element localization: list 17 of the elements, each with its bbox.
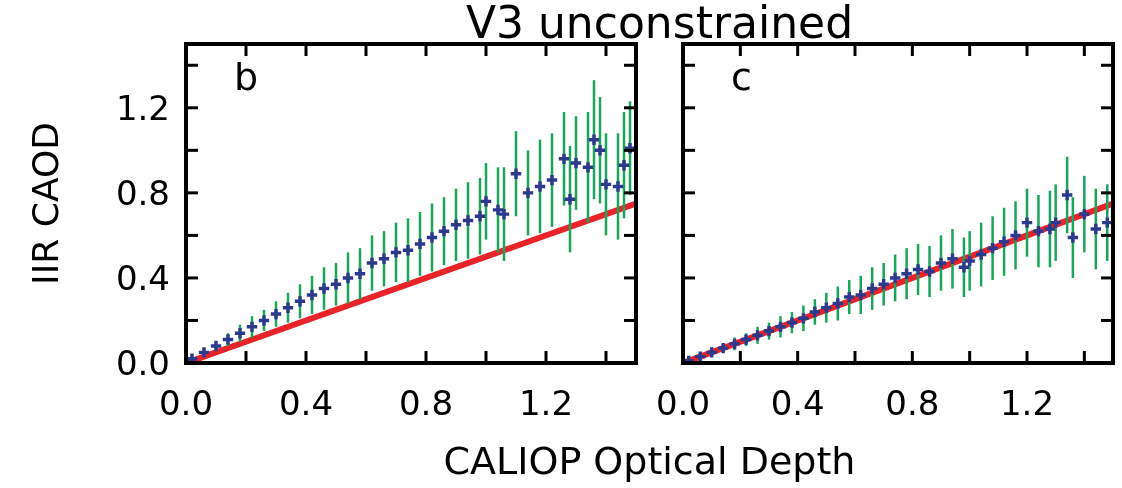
x-axis-title: CALIOP Optical Depth [443,439,856,483]
y-tick-label: 0.8 [115,172,170,213]
x-tick-label: 0.4 [770,383,825,423]
annotation: b [234,55,259,99]
chart-title: V3 unconstrained [465,0,854,48]
x-tick-label: 0.0 [655,383,711,423]
x-tick-label: 0.8 [885,383,940,423]
x-tick-label: 0.4 [278,383,334,423]
x-tick-label: 1.2 [518,383,574,423]
annotation: c [731,55,752,99]
x-tick-label: 0.8 [398,383,454,423]
y-axis-title: IIR CAOD [25,122,66,285]
x-tick-label: 1.2 [999,383,1055,423]
y-tick-label: 1.2 [115,87,170,128]
y-tick-label: 0.4 [115,257,170,298]
y-tick-label: 0.0 [115,343,170,383]
x-tick-label: 0.0 [158,383,214,423]
